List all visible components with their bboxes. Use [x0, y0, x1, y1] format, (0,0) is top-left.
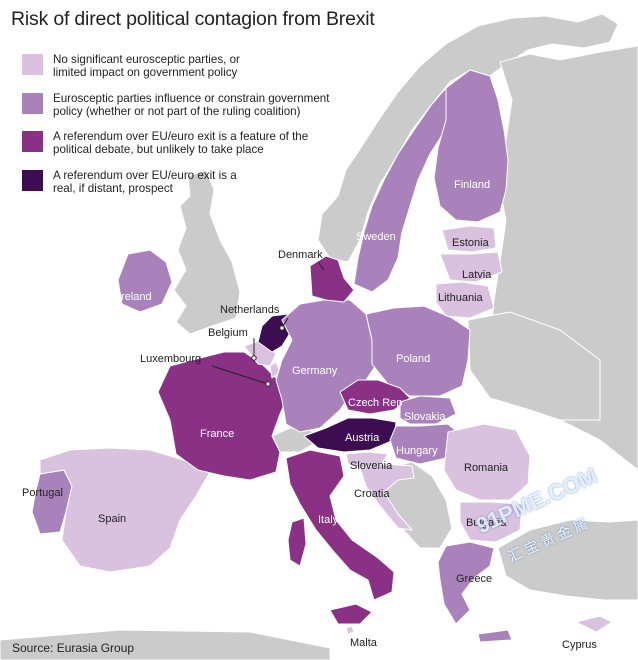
country-ireland [117, 249, 173, 313]
label-slovenia: Slovenia [350, 460, 393, 472]
label-italy: Italy [318, 514, 339, 526]
legend-label: A referendum over EU/euro exit is a real… [53, 169, 237, 195]
label-romania: Romania [464, 462, 509, 474]
legend-line: Eurosceptic parties influence or constra… [53, 92, 330, 105]
label-spain: Spain [98, 513, 126, 525]
country-estonia [441, 225, 497, 253]
eu-countries [31, 69, 613, 643]
source-note: Source: Eurasia Group [12, 641, 135, 655]
label-greece: Greece [456, 573, 492, 585]
label-latvia: Latvia [462, 269, 492, 281]
label-lithuania: Lithuania [438, 292, 484, 304]
legend-label: No significant eurosceptic parties, or l… [53, 53, 240, 79]
label-austria: Austria [345, 432, 380, 444]
country-denmark [309, 255, 355, 303]
label-estonia: Estonia [452, 237, 490, 249]
legend-swatch [22, 93, 43, 114]
label-finland: Finland [454, 179, 490, 191]
label-czech: Czech Rep [348, 397, 402, 409]
legend-line: No significant eurosceptic parties, or [53, 53, 240, 66]
country-labels: Ireland Portugal Spain France Belgium Lu… [22, 179, 597, 651]
callout-lines [211, 261, 325, 385]
label-hungary: Hungary [396, 445, 438, 457]
country-romania [443, 423, 531, 501]
country-cyprus [575, 615, 613, 633]
label-malta: Malta [350, 637, 378, 649]
country-poland [365, 305, 471, 397]
page-title: Risk of direct political contagion from … [11, 8, 375, 30]
legend-swatch [22, 54, 43, 75]
label-ireland: Ireland [118, 291, 152, 303]
country-latvia [439, 251, 503, 283]
country-malta [345, 625, 355, 635]
legend-line: A referendum over EU/euro exit is a feat… [53, 130, 309, 143]
label-luxembourg: Luxembourg [140, 353, 201, 365]
callout-dots [251, 325, 285, 387]
legend-line: limited impact on government policy [53, 66, 238, 79]
country-slovakia [399, 395, 457, 425]
country-italy [285, 449, 395, 601]
country-france [157, 351, 289, 481]
country-czech [339, 379, 411, 415]
country-italy-sardinia [287, 517, 307, 567]
label-france: France [200, 428, 234, 440]
non-eu-land [0, 13, 638, 660]
label-denmark: Denmark [278, 249, 323, 261]
legend-label: Eurosceptic parties influence or constra… [53, 92, 329, 118]
legend-swatch [22, 131, 43, 152]
legend-line: A referendum over EU/euro exit is a [53, 169, 237, 182]
label-cyprus: Cyprus [562, 639, 597, 651]
country-greece-crete [477, 629, 513, 643]
country-spain [39, 447, 211, 573]
legend-line: real, if distant, prospect [53, 182, 173, 195]
legend-label: A referendum over EU/euro exit is a feat… [53, 130, 308, 156]
label-slovakia: Slovakia [404, 411, 446, 423]
legend-line: policy (whether or not part of the rulin… [53, 105, 301, 118]
label-netherlands: Netherlands [220, 304, 280, 316]
country-italy-sicily [329, 603, 373, 625]
label-poland: Poland [396, 353, 430, 365]
label-belgium: Belgium [208, 327, 248, 339]
country-greece [437, 541, 495, 625]
country-finland [433, 69, 509, 223]
label-croatia: Croatia [354, 488, 390, 500]
country-bulgaria [459, 501, 523, 543]
label-germany: Germany [292, 365, 338, 377]
country-croatia [359, 463, 415, 531]
label-portugal: Portugal [22, 487, 63, 499]
label-bulgaria: Bulgaria [466, 517, 507, 529]
legend-swatch [22, 170, 43, 191]
label-sweden: Sweden [356, 231, 396, 243]
legend-line: political debate, but unlikely to take p… [53, 143, 264, 156]
country-lithuania [435, 281, 495, 319]
